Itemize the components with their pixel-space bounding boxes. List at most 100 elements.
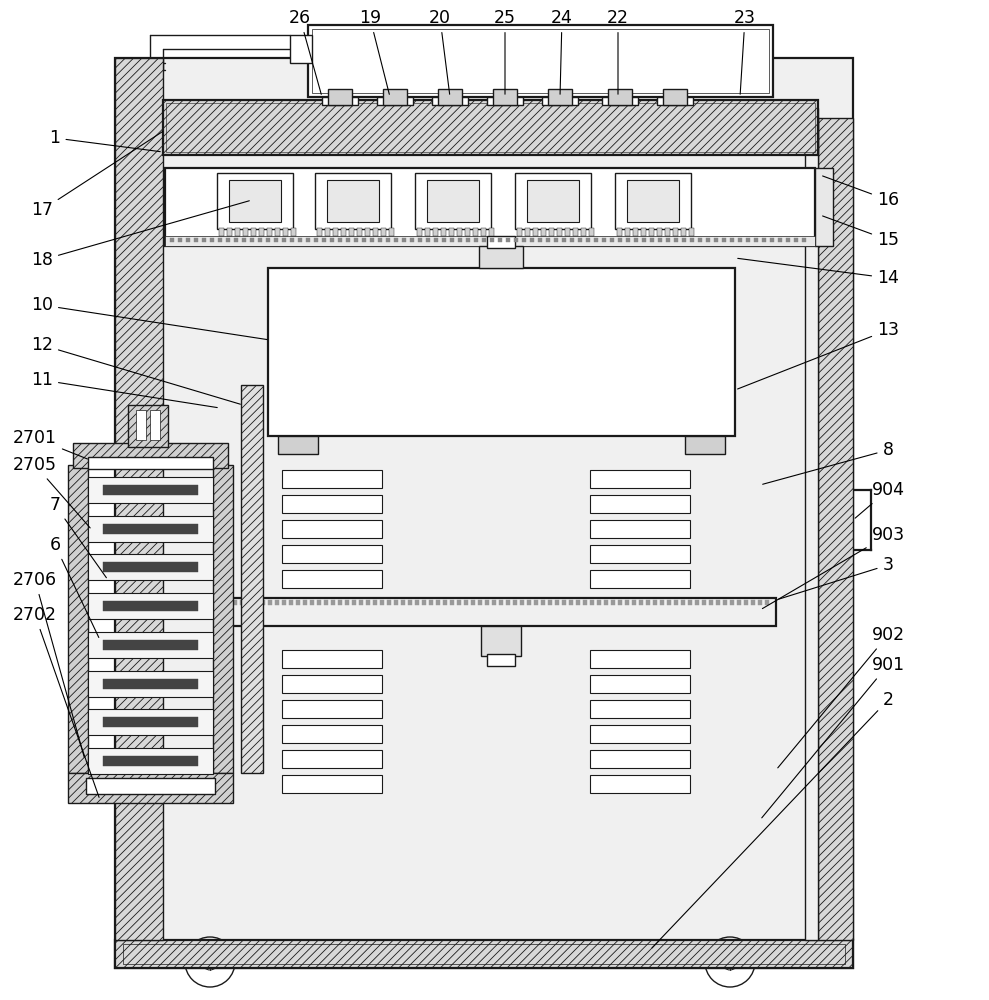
Bar [541,228,546,236]
Bar [267,228,272,236]
Bar [649,228,654,236]
Bar [594,238,598,242]
Bar [681,228,686,236]
Bar [357,228,362,236]
Bar [165,168,815,246]
Bar [650,238,654,242]
Bar [657,97,693,105]
Bar [408,600,412,605]
Bar [765,600,769,605]
Bar [296,600,300,605]
Bar [282,520,382,538]
Bar [478,600,482,605]
Bar [247,600,251,605]
Bar [324,600,328,605]
Bar [186,238,190,242]
Bar [226,238,230,242]
Bar [695,600,699,605]
Bar [493,89,517,105]
Bar [590,650,690,668]
Text: 2701: 2701 [13,429,87,459]
Bar [327,180,379,222]
Bar [542,97,578,105]
Bar [366,600,370,605]
Bar [499,600,503,605]
Bar [433,228,438,236]
Bar [723,600,727,605]
Bar [426,238,430,242]
Bar [308,25,773,97]
Bar [103,640,198,650]
Bar [88,457,213,469]
Bar [250,238,254,242]
Bar [275,228,280,236]
Text: 2706: 2706 [13,571,84,757]
Bar [557,228,562,236]
Bar [240,600,244,605]
Bar [716,600,720,605]
Bar [394,238,398,242]
Bar [422,600,426,605]
Bar [275,600,279,605]
Bar [282,495,382,513]
Bar [450,238,454,242]
Bar [514,238,518,242]
Text: 24: 24 [551,9,573,94]
Bar [471,600,475,605]
Bar [578,238,582,242]
Bar [330,238,334,242]
Bar [365,228,370,236]
Bar [665,228,670,236]
Bar [282,700,382,718]
Bar [359,600,363,605]
Bar [527,180,579,222]
Bar [389,228,394,236]
Bar [268,268,735,436]
Bar [417,228,422,236]
Bar [617,228,622,236]
Bar [338,600,342,605]
Bar [163,100,818,155]
Bar [282,600,286,605]
Bar [103,679,198,689]
Bar [586,238,590,242]
Bar [805,108,818,940]
Text: 3: 3 [778,556,893,599]
Bar [341,228,346,236]
Bar [611,600,615,605]
Bar [88,709,213,735]
Text: 25: 25 [494,9,516,94]
Bar [590,675,690,693]
Bar [441,228,446,236]
Text: 904: 904 [855,481,905,518]
Text: 2702: 2702 [13,606,99,797]
Bar [744,600,748,605]
Bar [383,89,407,105]
Bar [217,173,293,229]
Bar [394,600,398,605]
Bar [103,562,198,572]
Bar [410,238,414,242]
Bar [381,228,386,236]
Text: 902: 902 [777,626,905,768]
Bar [202,238,206,242]
Bar [312,29,769,93]
Text: 10: 10 [31,296,267,340]
Bar [165,236,815,246]
Bar [73,443,228,468]
Bar [576,600,580,605]
Bar [802,238,806,242]
Bar [68,773,233,803]
Bar [709,600,713,605]
Bar [373,600,377,605]
Bar [583,600,587,605]
Bar [641,228,646,236]
Bar [590,520,690,538]
Bar [573,228,578,236]
Text: 19: 19 [359,9,390,94]
Bar [639,600,643,605]
Bar [520,600,524,605]
Bar [590,750,690,768]
Bar [282,570,382,588]
Bar [538,238,542,242]
